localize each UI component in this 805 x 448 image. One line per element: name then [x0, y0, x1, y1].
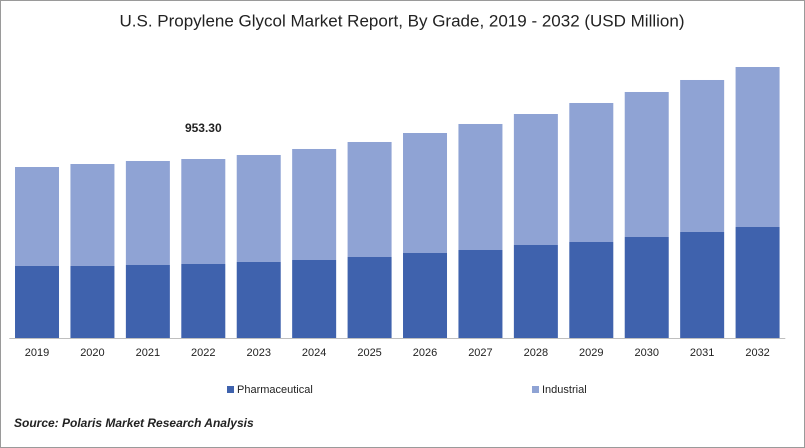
bar-segment [70, 265, 115, 338]
bar-segment [569, 102, 614, 242]
x-tick-label: 2032 [745, 347, 769, 359]
bar-segment [735, 67, 780, 227]
bar-segment [70, 163, 115, 266]
x-tick-label: 2022 [191, 347, 215, 359]
x-tick-label: 2020 [80, 347, 104, 359]
x-tick-label: 2021 [136, 347, 160, 359]
bar-segment [624, 237, 669, 338]
bar-segment [347, 141, 392, 257]
bar-segment [680, 79, 725, 232]
legend-swatch [532, 386, 539, 393]
bar-segment [15, 167, 60, 266]
bar-segment [513, 113, 558, 246]
x-tick-label: 2023 [246, 347, 270, 359]
x-tick-label: 2024 [302, 347, 326, 359]
bar-segment [125, 160, 170, 265]
annotation: 953.30 [185, 121, 222, 135]
legend-swatch [227, 386, 234, 393]
x-tick-label: 2019 [25, 347, 49, 359]
x-tick-label: 2031 [690, 347, 714, 359]
x-tick-label: 2026 [413, 347, 437, 359]
x-tick-label: 2029 [579, 347, 603, 359]
bar-segment [624, 91, 669, 238]
bar-segment [236, 154, 281, 262]
x-tick-label: 2025 [357, 347, 381, 359]
bar-segment [458, 249, 503, 338]
legend-label: Pharmaceutical [237, 384, 313, 396]
x-tick-label: 2028 [524, 347, 548, 359]
x-tick-label: 2030 [634, 347, 658, 359]
bar-segment [292, 148, 337, 261]
bar-segment [181, 159, 226, 265]
source: Source: Polaris Market Research Analysis [14, 416, 254, 430]
bar-segment [403, 252, 448, 338]
chart-title: U.S. Propylene Glycol Market Report, By … [119, 11, 684, 30]
bar-segment [458, 123, 503, 250]
bar-segment [15, 265, 60, 338]
bar-segment [236, 261, 281, 338]
bar-segment [292, 260, 337, 338]
bar-segment [513, 245, 558, 338]
bar-segment [403, 132, 448, 253]
x-tick-label: 2027 [468, 347, 492, 359]
bar-segment [735, 226, 780, 338]
bar-segment [347, 256, 392, 338]
bar-segment [181, 264, 226, 338]
bar-segment [680, 231, 725, 338]
legend-label: Industrial [542, 384, 587, 396]
bar-segment [125, 264, 170, 338]
bar-segment [569, 241, 614, 338]
